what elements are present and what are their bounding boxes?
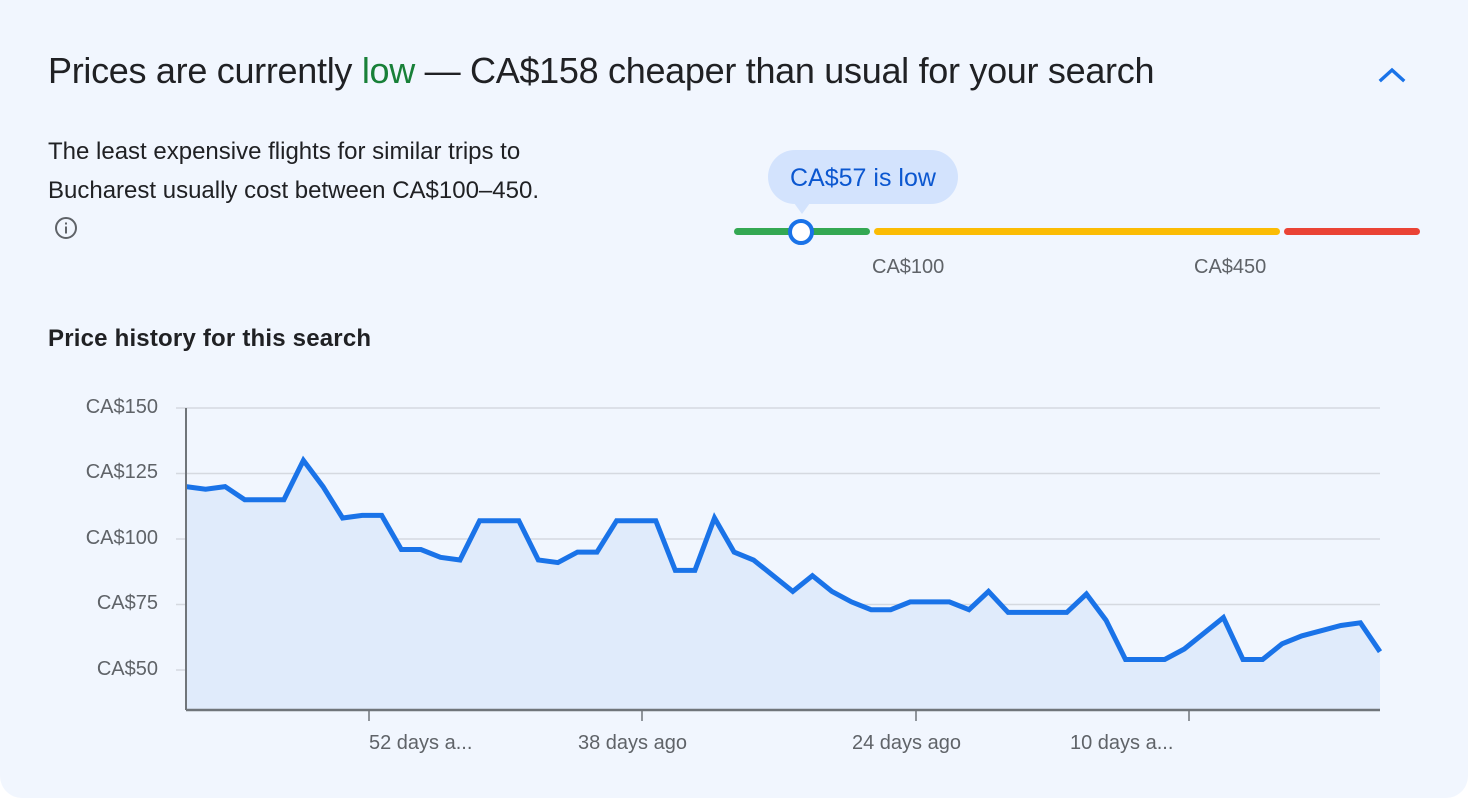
high-threshold-label: CA$450 bbox=[1194, 256, 1267, 278]
y-tick-label: CA$50 bbox=[96, 658, 158, 680]
heading-suffix: — CA$158 cheaper than usual for your sea… bbox=[414, 50, 1155, 91]
chart-axes bbox=[185, 408, 1380, 721]
x-tick-label: 52 days a... bbox=[369, 732, 473, 754]
typical-price-description: The least expensive flights for similar … bbox=[48, 132, 548, 249]
current-price-bubble: CA$57 is low bbox=[768, 150, 958, 214]
chevron-up-icon[interactable] bbox=[1374, 60, 1410, 90]
y-tick-label: CA$150 bbox=[85, 396, 158, 418]
low-threshold-label: CA$100 bbox=[872, 256, 945, 278]
info-icon[interactable] bbox=[54, 216, 78, 240]
heading-prefix: Prices are currently bbox=[48, 50, 362, 91]
current-price-marker bbox=[788, 219, 814, 245]
price-insight-heading: Prices are currently low — CA$158 cheape… bbox=[48, 50, 1154, 92]
high-range-segment bbox=[1284, 228, 1420, 235]
y-tick-label: CA$75 bbox=[96, 592, 158, 614]
price-line bbox=[185, 455, 1383, 662]
x-tick-label: 24 days ago bbox=[852, 732, 961, 754]
x-tick-label: 38 days ago bbox=[578, 732, 687, 754]
price-range-gauge: CA$57 is low CA$100 CA$450 bbox=[730, 150, 1430, 290]
price-history-title: Price history for this search bbox=[48, 325, 372, 352]
typical-range-segment bbox=[874, 228, 1280, 235]
y-tick-label: CA$100 bbox=[85, 527, 158, 549]
x-tick-label: 10 days a... bbox=[1070, 732, 1174, 754]
price-status-label: low bbox=[361, 50, 415, 91]
y-tick-label: CA$125 bbox=[85, 461, 158, 483]
